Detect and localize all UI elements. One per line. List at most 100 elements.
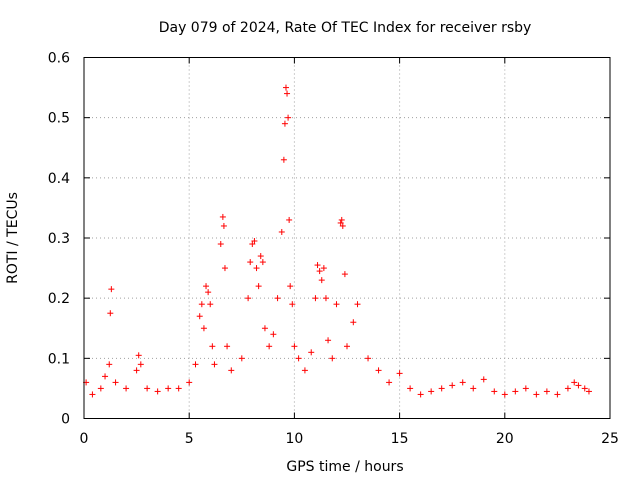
x-axis-label: GPS time / hours bbox=[286, 459, 403, 475]
y-tick-label: 0.1 bbox=[48, 351, 70, 367]
data-point bbox=[344, 343, 350, 350]
data-point bbox=[585, 388, 592, 395]
data-point bbox=[217, 241, 224, 248]
y-tick-label: 0.5 bbox=[48, 111, 70, 127]
data-point bbox=[137, 361, 144, 368]
y-tick-label: 0.4 bbox=[48, 171, 70, 187]
data-point bbox=[554, 391, 561, 398]
data-point bbox=[175, 385, 182, 392]
data-point bbox=[89, 391, 96, 398]
grid-lines bbox=[84, 57, 610, 419]
data-point bbox=[316, 268, 323, 275]
data-point bbox=[337, 219, 344, 226]
data-point bbox=[255, 283, 262, 290]
data-point bbox=[291, 343, 298, 350]
data-point bbox=[286, 216, 293, 223]
data-point bbox=[280, 156, 287, 163]
axis-ticks: 0 5 10 15 20 25 0 0.1 0.2 0.3 0.4 0.5 0.6 bbox=[48, 51, 619, 448]
data-point bbox=[282, 84, 289, 91]
x-tick-label: 0 bbox=[80, 431, 89, 447]
data-point bbox=[203, 283, 210, 290]
data-point bbox=[281, 120, 288, 127]
data-point bbox=[338, 216, 345, 223]
data-point bbox=[329, 355, 336, 362]
data-point bbox=[249, 241, 256, 248]
data-point bbox=[259, 259, 266, 266]
data-point bbox=[285, 114, 292, 121]
data-point bbox=[192, 361, 199, 368]
data-point bbox=[295, 355, 302, 362]
data-point bbox=[543, 388, 550, 395]
data-point bbox=[564, 385, 571, 392]
data-point bbox=[533, 391, 540, 398]
x-tick-label: 15 bbox=[391, 431, 409, 447]
data-point bbox=[470, 385, 477, 392]
data-point bbox=[133, 367, 140, 374]
data-point bbox=[354, 301, 361, 308]
data-point bbox=[154, 388, 161, 395]
data-point bbox=[207, 301, 214, 308]
data-point bbox=[228, 367, 235, 374]
data-point bbox=[198, 301, 205, 308]
data-point bbox=[274, 295, 281, 302]
x-tick-label: 20 bbox=[496, 431, 514, 447]
data-point bbox=[106, 361, 113, 368]
y-tick-label: 0.6 bbox=[48, 51, 70, 67]
data-point bbox=[278, 228, 285, 235]
plot-frame bbox=[83, 57, 611, 419]
data-point bbox=[284, 90, 291, 97]
data-point bbox=[320, 265, 327, 272]
data-point bbox=[501, 391, 508, 398]
data-point bbox=[571, 379, 578, 386]
x-tick-label: 25 bbox=[601, 431, 619, 447]
data-point bbox=[318, 277, 325, 284]
data-point bbox=[251, 238, 258, 245]
data-point bbox=[312, 295, 319, 302]
data-point bbox=[365, 355, 372, 362]
data-point bbox=[220, 222, 227, 229]
data-point bbox=[186, 379, 193, 386]
data-point bbox=[459, 379, 466, 386]
data-point bbox=[339, 222, 346, 229]
data-point bbox=[205, 289, 212, 296]
data-point bbox=[480, 376, 487, 383]
data-point bbox=[575, 382, 582, 389]
data-point bbox=[270, 331, 277, 338]
data-point bbox=[224, 343, 231, 350]
data-point bbox=[221, 265, 228, 272]
data-point bbox=[522, 385, 529, 392]
data-point bbox=[438, 385, 445, 392]
x-tick-label: 10 bbox=[285, 431, 303, 447]
data-point bbox=[135, 352, 142, 359]
data-point bbox=[341, 271, 348, 278]
data-point bbox=[491, 388, 498, 395]
data-point bbox=[581, 385, 588, 392]
data-point bbox=[211, 361, 218, 368]
data-point bbox=[417, 391, 424, 398]
data-point bbox=[266, 343, 273, 350]
data-point bbox=[287, 283, 294, 290]
data-point bbox=[209, 343, 216, 350]
data-point bbox=[219, 213, 226, 220]
data-point bbox=[107, 310, 114, 317]
data-point bbox=[512, 388, 519, 395]
data-point bbox=[449, 382, 456, 389]
data-point bbox=[375, 367, 382, 374]
data-point bbox=[108, 286, 115, 293]
data-point bbox=[245, 295, 252, 302]
data-point bbox=[123, 385, 130, 392]
data-point bbox=[97, 385, 104, 392]
data-point bbox=[407, 385, 414, 392]
data-points bbox=[83, 84, 592, 398]
data-point bbox=[253, 265, 260, 272]
data-point bbox=[261, 325, 268, 332]
data-point bbox=[289, 301, 296, 308]
data-point bbox=[238, 355, 245, 362]
data-point bbox=[144, 385, 151, 392]
data-point bbox=[308, 349, 315, 356]
data-point bbox=[112, 379, 119, 386]
data-point bbox=[165, 385, 172, 392]
y-axis-label: ROTI / TECUs bbox=[5, 192, 21, 284]
data-point bbox=[301, 367, 308, 374]
